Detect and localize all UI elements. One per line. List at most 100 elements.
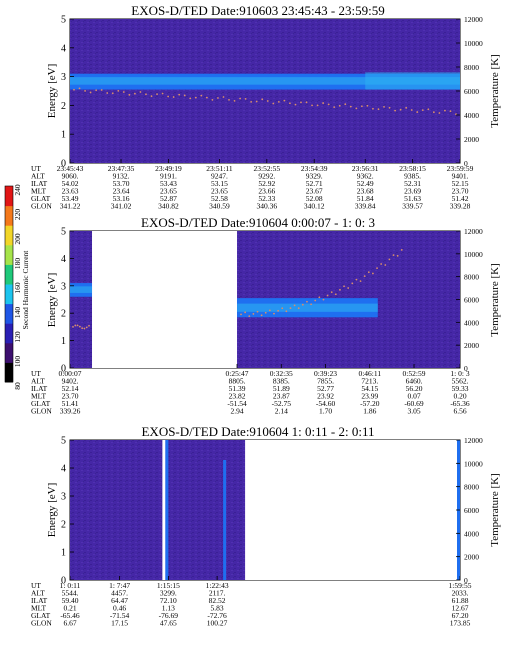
temperature-point: [380, 263, 383, 265]
orbit-value: 0.20: [453, 392, 466, 401]
colorbar-swatch-4: [5, 284, 13, 305]
orbit-value: 23.69: [404, 187, 421, 196]
orbit-value: -72.76: [207, 611, 227, 620]
temperature-point: [392, 254, 395, 256]
orbit-value: 9362.: [357, 172, 374, 181]
temperature-point: [444, 109, 446, 112]
orbit-value: 23.64: [113, 187, 130, 196]
temperature-point: [248, 315, 251, 318]
temperature-point: [363, 275, 366, 278]
orbit-row-label-ut: UT: [31, 164, 41, 173]
y-tick-label-4: 4: [61, 254, 66, 265]
orbit-value: 5562.: [452, 377, 469, 386]
orbit-value: 51.89: [273, 384, 290, 393]
panel-2-x-ticks: [69, 364, 461, 368]
panel-3-spectrogram: [70, 440, 460, 580]
orbit-value: 0:46:11: [358, 369, 381, 378]
y-tick-label-4: 4: [61, 464, 66, 475]
orbit-value: 23.82: [229, 392, 246, 401]
temperature-point: [233, 99, 236, 102]
panel-2-y-ticks: 0 1 2 3 4 5: [61, 227, 74, 375]
temperature-point: [372, 272, 374, 275]
colorbar-label: Second Harmonic Current: [21, 250, 30, 330]
orbit-value: 52.33: [258, 194, 275, 203]
panel-1-orbit-table: UTALTILATMLTGLATGLON23:45:439060.54.0223…: [31, 164, 474, 211]
temperature-point: [366, 104, 369, 107]
temperature-point: [117, 89, 120, 92]
orbit-value: 339.84: [355, 202, 376, 211]
orbit-row-label-alt: ALT: [31, 589, 45, 598]
orbit-row-label-ilat: ILAT: [31, 179, 48, 188]
temperature-point: [73, 88, 75, 91]
orbit-value: 23.99: [361, 392, 378, 401]
temperature-point: [156, 93, 158, 96]
temperature-point: [311, 104, 313, 107]
colorbar-swatch-3: [5, 303, 13, 324]
orbit-value: 54.02: [62, 179, 79, 188]
orbit-value: 52.92: [258, 179, 275, 188]
orbit-value: 5544.: [62, 589, 79, 598]
temperature-point: [400, 249, 403, 251]
right-y-tick-label-4000: 4000: [464, 318, 479, 327]
orbit-value: 23:49:19: [155, 164, 182, 173]
right-y-tick-label-8000: 8000: [464, 63, 479, 72]
colorbar-swatch-5: [5, 264, 13, 285]
colorbar-tick-100: 100: [13, 356, 22, 368]
orbit-value: 1:59:55: [449, 581, 472, 590]
y-tick-label-1: 1: [61, 548, 66, 559]
temperature-point: [322, 102, 325, 104]
temperature-point: [273, 312, 275, 315]
temperature-point: [343, 285, 345, 288]
temperature-point: [314, 299, 317, 302]
temperature-point: [268, 309, 271, 312]
orbit-value: 52.87: [160, 194, 177, 203]
data-gap-0: [92, 231, 238, 368]
orbit-value: 100.27: [207, 619, 228, 628]
temperature-point: [81, 327, 84, 330]
orbit-value: -65.36: [450, 399, 470, 408]
orbit-value: 59.40: [62, 596, 79, 605]
right-y-tick-label-0: 0: [464, 364, 468, 373]
orbit-row-label-alt: ALT: [31, 377, 45, 386]
orbit-value: 23:59:59: [447, 164, 474, 173]
orbit-value: 1:15:15: [157, 581, 180, 590]
orbit-value: 56.20: [406, 384, 423, 393]
y-tick-label-5: 5: [61, 15, 66, 26]
y-tick-label-5: 5: [61, 227, 66, 238]
orbit-value: 82.52: [209, 596, 226, 605]
temperature-point: [240, 313, 242, 316]
orbit-value: 51.42: [452, 194, 469, 203]
orbit-row-label-glon: GLON: [31, 202, 52, 211]
right-y-tick-label-10000: 10000: [464, 250, 483, 259]
orbit-value: 3.05: [407, 407, 420, 416]
orbit-value: 0:32:35: [270, 369, 293, 378]
y-tick-label-3: 3: [61, 72, 66, 83]
right-y-tick-label-4000: 4000: [464, 111, 479, 120]
orbit-row-label-glon: GLON: [31, 407, 52, 416]
right-y-tick-label-10000: 10000: [464, 459, 483, 468]
temperature-point: [294, 103, 297, 106]
temperature-point: [344, 103, 347, 106]
panel-2-orbit-table: UTALTILATMLTGLATGLON0:00:079402.52.1423.…: [31, 369, 470, 416]
orbit-value: 23.87: [273, 392, 290, 401]
temperature-point: [88, 324, 90, 327]
orbit-value: 9292.: [258, 172, 275, 181]
temperature-point: [396, 254, 399, 257]
orbit-value: 17.15: [111, 619, 128, 628]
temperature-point: [139, 91, 142, 93]
orbit-value: 23.68: [357, 187, 374, 196]
colorbar-tick-labels: 80 100 120 140 160 180 200 220 240: [13, 184, 22, 390]
temperature-point: [183, 94, 186, 97]
orbit-row-label-mlt: MLT: [31, 187, 47, 196]
orbit-value: -65.46: [60, 611, 80, 620]
panel-3-x-ticks: [69, 576, 461, 580]
temperature-point: [83, 327, 86, 330]
orbit-value: 0:39:23: [314, 369, 337, 378]
temperature-point: [300, 101, 302, 104]
temperature-point: [432, 111, 435, 114]
colorbar: 80 100 120 140 160 180 200 220 240 Second Harmon…: [4, 184, 30, 390]
orbit-value: 23.70: [62, 392, 79, 401]
orbit-value: 23.66: [258, 187, 275, 196]
temperature-point: [74, 324, 77, 327]
